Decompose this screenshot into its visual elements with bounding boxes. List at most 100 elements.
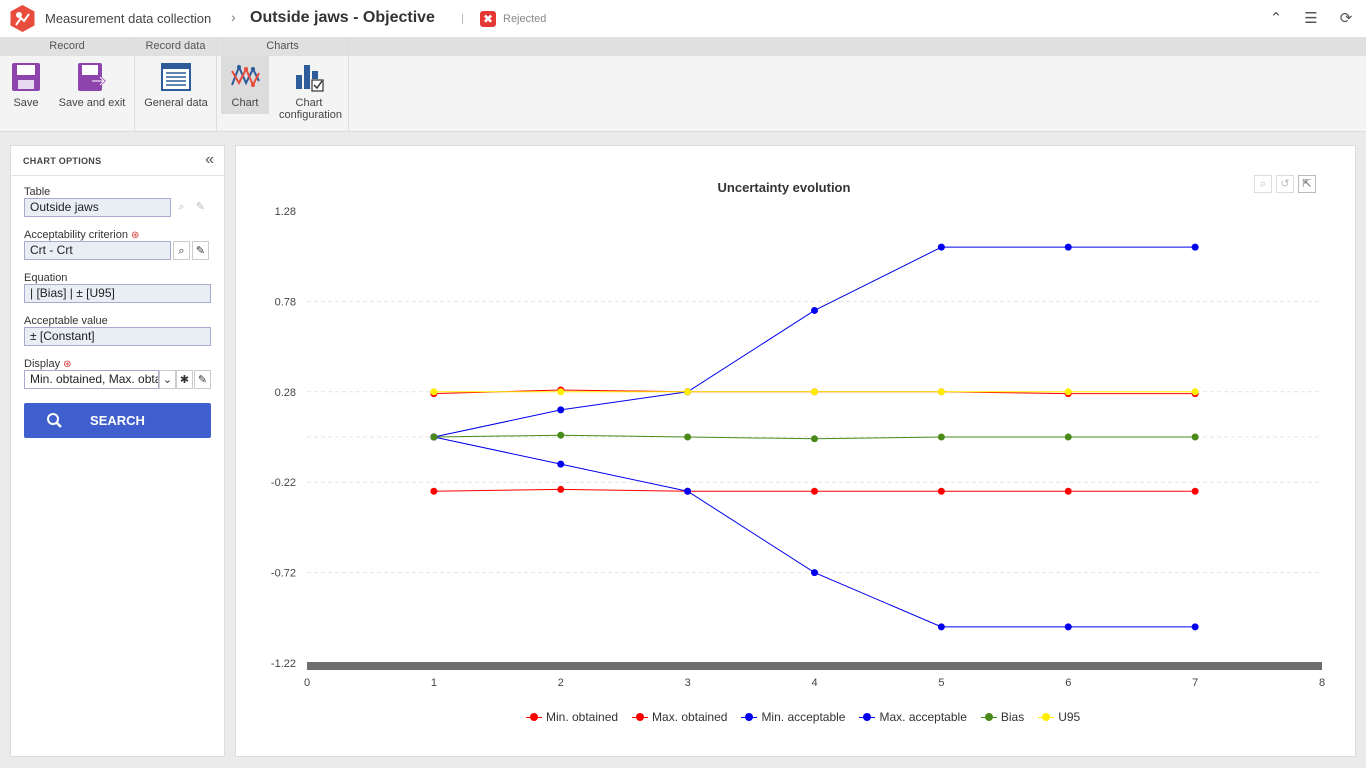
data-point (937, 623, 945, 631)
data-point (1064, 487, 1072, 495)
chevron-down-icon[interactable]: ⌄ (159, 370, 176, 389)
line-chart: 1.28 0.78 0.28 -0.22 -0.72 -1.22 0 1 2 3 4 5 6 7 8 (271, 206, 1325, 689)
chart-button[interactable]: Chart (221, 56, 269, 114)
display-clear-icon[interactable]: ✎ (194, 370, 211, 389)
chart-options-panel: CHART OPTIONS « Table Outside jaws ⌕ ✎ A… (10, 145, 225, 757)
criterion-search-icon[interactable]: ⌕ (173, 241, 190, 260)
data-point (1191, 487, 1199, 495)
x-tick-label: 4 (811, 677, 817, 689)
table-field[interactable]: Outside jaws (24, 198, 171, 217)
data-point (557, 460, 565, 468)
acceptability-criterion-field[interactable]: Crt - Crt (24, 241, 171, 260)
data-point (1191, 623, 1199, 631)
legend-swatch (632, 713, 649, 721)
x-tick-label: 5 (938, 677, 944, 689)
breadcrumb[interactable]: Measurement data collection (45, 11, 212, 26)
collapse-up-icon[interactable]: ⌃ (1269, 10, 1283, 27)
data-point (684, 487, 692, 495)
chart-configuration-icon (296, 65, 324, 92)
legend-item[interactable]: Min. acceptable (741, 710, 845, 724)
legend-label: Min. acceptable (761, 710, 846, 724)
chart-configuration-button[interactable]: Chart configuration (273, 56, 345, 121)
y-tick-label: 0.78 (275, 296, 296, 308)
data-point (1064, 388, 1072, 396)
refresh-icon[interactable]: ⟳ (1339, 10, 1353, 27)
toolbar-group-strip (0, 37, 1366, 56)
save-exit-icon (78, 63, 106, 91)
app-header: Measurement data collection › Outside ja… (0, 0, 1366, 37)
select-all-icon[interactable]: ✱ (176, 370, 193, 389)
required-icon: ⊛ (131, 230, 140, 241)
data-point (1191, 388, 1199, 396)
chart-legend: Min. obtained Max. obtained Min. acceptabl… (526, 710, 1080, 724)
data-point (811, 569, 818, 577)
criterion-clear-icon[interactable]: ✎ (192, 241, 209, 260)
button-label: Chart (231, 97, 259, 109)
collapse-panel-icon[interactable]: « (205, 151, 214, 168)
legend-item[interactable]: Max. acceptable (859, 710, 967, 724)
data-point (430, 487, 438, 495)
data-point (430, 388, 438, 396)
divider (462, 14, 463, 24)
x-tick-label: 7 (1192, 677, 1198, 689)
search-button-label: SEARCH (90, 413, 145, 428)
general-data-button[interactable]: General data (140, 56, 212, 114)
x-tick-label: 0 (304, 677, 310, 689)
export-icon[interactable]: ⇱ (1298, 175, 1316, 193)
table-label: Table (24, 186, 51, 198)
data-point (684, 388, 692, 396)
save-icon (12, 63, 40, 91)
data-point (937, 433, 945, 441)
display-label: Display ⊛ (24, 358, 72, 370)
x-tick-label: 2 (558, 677, 564, 689)
button-label: Save (13, 97, 39, 109)
table-search-icon: ⌕ (173, 198, 190, 217)
data-point (937, 243, 945, 251)
list-icon[interactable]: ☰ (1304, 10, 1318, 27)
legend-item[interactable]: Bias (980, 710, 1024, 724)
reset-zoom-icon[interactable]: ↺ (1276, 175, 1294, 193)
data-point (937, 487, 945, 495)
panel-header: CHART OPTIONS « (11, 146, 224, 176)
required-icon: ⊛ (63, 359, 72, 370)
panel-title: CHART OPTIONS (23, 156, 102, 166)
legend-label: Max. acceptable (879, 710, 967, 724)
x-tick-label: 3 (685, 677, 691, 689)
data-point (811, 388, 818, 396)
data-point (557, 485, 565, 493)
page-title: Outside jaws - Objective (250, 9, 435, 26)
zoom-icon[interactable]: ⌕ (1254, 175, 1272, 193)
app-logo-icon[interactable] (8, 4, 37, 33)
acceptable-value-label: Acceptable value (24, 315, 108, 327)
legend-swatch (741, 713, 758, 721)
button-label: Save and exit (58, 97, 126, 109)
data-point (811, 435, 818, 443)
general-data-icon (161, 63, 191, 91)
legend-swatch (526, 713, 542, 721)
x-tick-label: 8 (1319, 677, 1325, 689)
legend-item[interactable]: U95 (1038, 710, 1080, 724)
data-point (1064, 433, 1072, 441)
data-point (937, 388, 945, 396)
data-point (811, 306, 818, 314)
legend-item[interactable]: Min. obtained (526, 710, 618, 724)
rejected-icon: ✖ (480, 11, 496, 27)
toolbar: Record Save Save and exit Record data (0, 37, 1366, 132)
x-axis-bar (307, 662, 1322, 670)
legend-label: Min. obtained (546, 710, 619, 724)
legend-item[interactable]: Max. obtained (632, 710, 727, 724)
search-button[interactable]: SEARCH (24, 403, 211, 438)
acceptability-criterion-label: Acceptability criterion ⊛ (24, 229, 139, 241)
data-point (1191, 243, 1199, 251)
equation-label: Equation (24, 272, 68, 284)
chart-title: Uncertainty evolution (717, 180, 851, 195)
group-label: Record (49, 40, 85, 52)
save-button[interactable]: Save (2, 56, 50, 114)
breadcrumb-chevron-icon: › (231, 9, 236, 25)
toolbar-group-record-data: Record data General data (135, 37, 217, 132)
data-point (557, 431, 565, 439)
data-point (557, 388, 565, 396)
y-tick-label: -0.22 (271, 477, 296, 489)
save-and-exit-button[interactable]: Save and exit (54, 56, 130, 114)
display-select[interactable]: Min. obtained, Max. obtained, Min. accep… (24, 370, 159, 389)
